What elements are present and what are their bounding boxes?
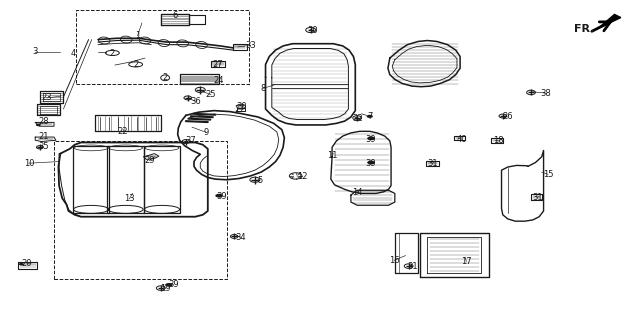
Text: 13: 13 (124, 194, 135, 204)
Text: 30: 30 (308, 26, 318, 35)
Text: 39: 39 (216, 192, 227, 201)
Text: 3: 3 (33, 47, 38, 56)
Text: 37: 37 (185, 136, 196, 145)
Text: 2: 2 (133, 60, 138, 69)
Text: 7: 7 (367, 112, 372, 121)
Text: 15: 15 (543, 170, 554, 179)
Text: 39: 39 (365, 135, 376, 144)
Text: 8: 8 (260, 84, 265, 93)
Text: 20: 20 (22, 259, 32, 268)
Text: 31: 31 (532, 193, 543, 202)
Text: 6: 6 (172, 11, 178, 20)
Circle shape (367, 136, 375, 140)
Text: 10: 10 (24, 159, 34, 168)
Text: 1: 1 (135, 31, 140, 40)
Text: 19: 19 (160, 284, 170, 292)
Text: 23: 23 (41, 93, 52, 102)
Text: 38: 38 (540, 89, 551, 98)
Text: 16: 16 (389, 256, 399, 265)
Text: 28: 28 (38, 117, 48, 126)
Circle shape (215, 194, 223, 197)
Text: 25: 25 (206, 90, 216, 99)
Text: 32: 32 (352, 114, 362, 123)
Text: 4: 4 (70, 49, 75, 58)
Text: 22: 22 (118, 127, 128, 136)
Text: 21: 21 (38, 132, 48, 140)
Text: 2: 2 (162, 73, 168, 82)
Text: 18: 18 (493, 136, 504, 145)
Text: 14: 14 (352, 188, 362, 197)
Text: 5: 5 (257, 176, 262, 185)
Text: 30: 30 (237, 102, 247, 111)
Circle shape (165, 283, 172, 287)
Text: 34: 34 (235, 233, 246, 242)
Circle shape (368, 137, 374, 140)
Text: 33: 33 (245, 41, 256, 50)
Text: 2: 2 (110, 49, 115, 58)
Circle shape (19, 263, 24, 266)
Text: 31: 31 (407, 261, 418, 271)
Text: 9: 9 (203, 128, 209, 137)
Text: 36: 36 (190, 97, 201, 106)
Circle shape (367, 115, 373, 118)
Circle shape (368, 161, 374, 164)
Text: FR.: FR. (574, 24, 594, 34)
Text: 26: 26 (503, 113, 513, 122)
Text: 27: 27 (235, 105, 245, 114)
Polygon shape (593, 14, 621, 31)
Circle shape (367, 161, 375, 164)
Text: 11: 11 (327, 151, 337, 160)
Text: 27: 27 (212, 60, 223, 69)
Text: 12: 12 (297, 172, 307, 181)
Text: 24: 24 (214, 76, 225, 85)
Text: 39: 39 (365, 159, 376, 168)
Text: 40: 40 (457, 135, 467, 144)
Text: 39: 39 (168, 280, 179, 289)
Circle shape (36, 124, 41, 126)
Text: 31: 31 (427, 159, 438, 168)
Text: 29: 29 (144, 156, 155, 165)
Text: 17: 17 (461, 257, 472, 266)
Text: 35: 35 (38, 142, 48, 151)
